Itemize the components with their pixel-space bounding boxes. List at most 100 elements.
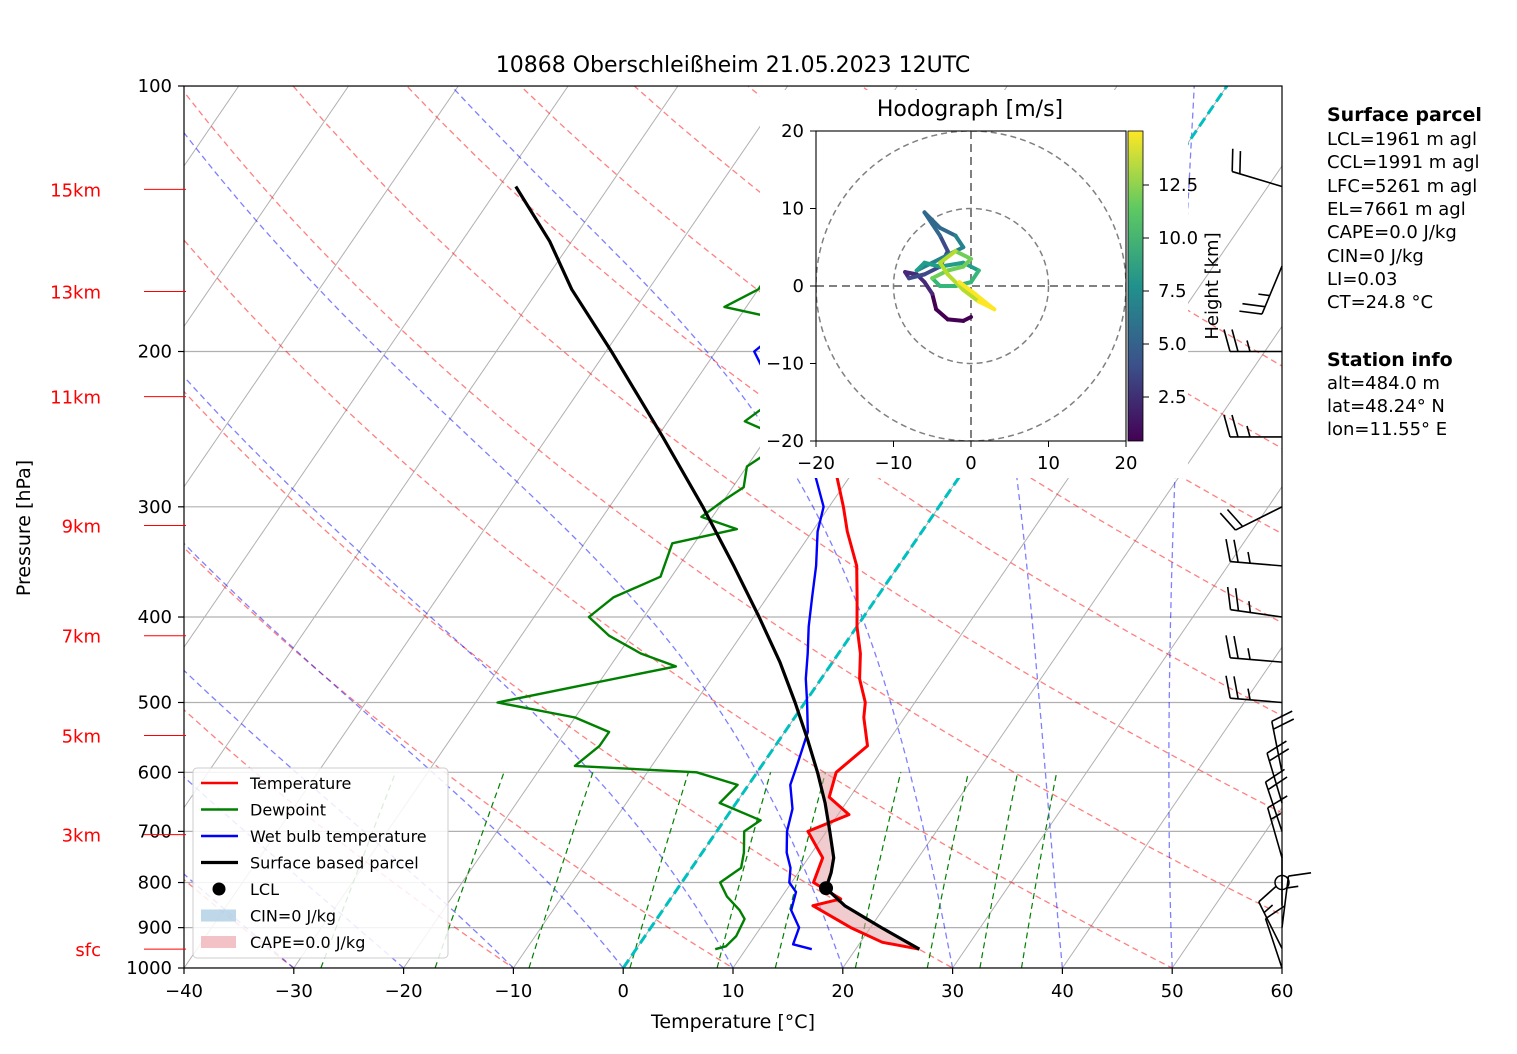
wind-barb [1258,886,1283,949]
cape-area [807,772,920,950]
barb-flag [1258,886,1277,903]
hodograph-y-tick-label: 0 [793,276,804,297]
hodograph-segment [969,268,981,285]
barb-flag [1288,872,1312,877]
barb-staff [1266,752,1283,804]
hodograph-y-tick-label: −10 [766,354,804,375]
colorbar-tick-label: 5.0 [1158,334,1187,355]
x-tick-label: −40 [165,981,203,1002]
isotherm-line [842,325,1282,968]
height-label: 15km [50,180,101,201]
dry-adiabat [184,546,735,968]
wind-barb [1219,506,1283,531]
mixing-ratio-line [629,772,689,968]
chart-title: 10868 Oberschleißheim 21.05.2023 12UTC [496,53,971,78]
colorbar-tick-label: 7.5 [1158,281,1187,302]
height-label: 13km [50,283,101,304]
mixing-ratio-line [979,772,1019,968]
barb-staff [1235,506,1283,531]
barb-flag [1239,310,1263,315]
y-tick-label: 700 [138,821,172,842]
wind-barb [1231,148,1283,188]
colorbar-label: Height [km] [1202,232,1223,339]
dry-adiabat [184,90,1282,916]
legend-box [192,767,449,959]
wind-barb [1281,872,1312,928]
isotherm-line [184,86,569,649]
isotherm-line [184,86,459,488]
hodograph-segment [945,272,966,292]
hodograph-segment [938,249,958,265]
colorbar-tick-label: 12.5 [1158,175,1198,196]
y-axis-label: Pressure [hPa] [13,460,35,596]
station-info-line: alt=484.0 m [1327,373,1440,394]
y-tick-label: 600 [138,762,172,783]
wind-barb [1271,710,1295,773]
station-info-line: lat=48.24° N [1327,396,1445,417]
surface-parcel-info: Surface parcel LCL=1961 m agl CCL=1991 m… [1327,104,1482,313]
wind-barb [1264,905,1285,969]
legend-label: Wet bulb temperature [250,827,427,846]
barb-staff [1266,807,1283,859]
legend-swatch [201,936,236,948]
legend-label: Dewpoint [250,801,326,820]
barb-flag [1239,151,1242,174]
surface-parcel-line: CAPE=0.0 J/kg [1327,222,1457,243]
x-tick-label: 30 [941,981,964,1002]
y-tick-label: 800 [138,873,172,894]
surface-parcel-line: LI=0.03 [1327,269,1398,290]
mixing-ratio-line [528,772,594,968]
surface-parcel-line: CCL=1991 m agl [1327,152,1480,173]
mixing-ratio-line [434,772,505,968]
dry-adiabat [292,86,1282,814]
hodograph-x-tick-label: 20 [1115,453,1138,474]
y-axis-ticks: 100 200 300 400 500 600 700 800 900 1000 [126,76,184,979]
mixing-ratio-line [716,772,772,968]
wind-barbs [1219,148,1312,969]
hodograph-inset: Hodograph [m/s] −20−20 −10 −10 0 0 10 10 20 20 2… [760,90,1223,478]
barb-half-flag [1246,340,1251,352]
wind-barb [1264,768,1288,832]
barb-flag [1265,905,1285,920]
hodograph-segment [938,225,958,238]
isotherm-line [184,86,679,809]
mixing-ratio-line [774,772,827,968]
barb-flag [1233,635,1239,659]
wind-barb [1223,414,1282,438]
barb-flag [1234,588,1240,611]
hodograph-segment [972,291,997,312]
surface-parcel-line: LFC=5261 m agl [1327,176,1477,197]
barb-staff [1258,901,1283,949]
legend-swatch [212,882,226,896]
wind-barb [1225,635,1283,663]
wind-barb [1225,675,1283,704]
barb-half-flag [1247,648,1251,660]
barb-flag [1231,329,1239,352]
calm-circle [1274,874,1290,891]
moist-adiabat [184,375,734,968]
barb-flag [1219,512,1237,531]
x-tick-label: −20 [385,981,423,1002]
x-axis-label: Temperature [°C] [650,1011,815,1033]
legend-label: Temperature [249,774,351,793]
colorbar-tick-label: 2.5 [1158,387,1187,408]
height-label: 9km [62,517,101,538]
hodograph-segment [945,264,966,273]
barb-flag [1225,675,1231,699]
x-tick-label: −10 [494,981,532,1002]
barb-half-flag [1263,904,1274,914]
station-info: Station info alt=484.0 m lat=48.24° N lo… [1327,349,1453,440]
hodograph-x-tick-label: −10 [875,453,913,474]
barb-flag [1223,414,1231,438]
x-tick-label: 0 [617,981,628,1002]
hodograph-title: Hodograph [m/s] [877,97,1063,122]
y-tick-label: 500 [138,692,172,713]
barb-flag [1223,329,1231,352]
barb-flag [1233,539,1239,563]
moist-adiabat [184,542,624,968]
hodograph-x-tick-label: −20 [797,453,835,474]
y-tick-label: 1000 [126,958,172,979]
hodograph-segment [938,233,950,254]
legend-label: LCL [250,880,279,899]
